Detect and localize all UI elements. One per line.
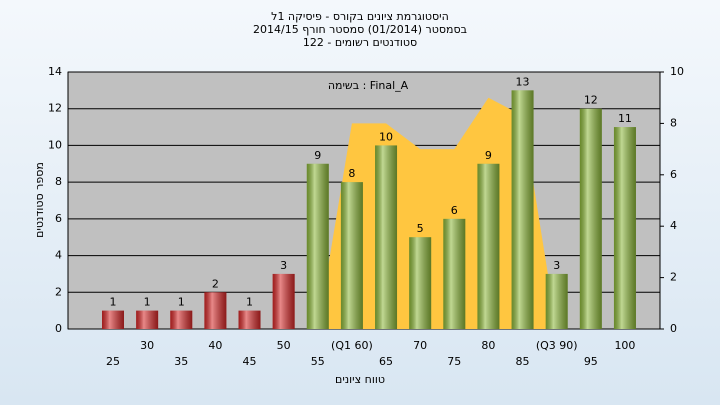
value-label: 3 xyxy=(553,259,560,272)
x-tick-label: 40 xyxy=(208,339,222,352)
bar-shade xyxy=(511,90,534,329)
value-label: 1 xyxy=(144,296,151,309)
bar-shade xyxy=(579,108,602,329)
x-tick-label: 55 xyxy=(311,355,325,368)
bar-shade xyxy=(204,292,227,329)
x-tick-label: 85 xyxy=(516,355,530,368)
y-tick-label: 14 xyxy=(48,65,62,78)
y2-tick-label: 4 xyxy=(670,219,677,232)
bar-shade xyxy=(102,310,124,329)
value-label: 10 xyxy=(379,130,393,143)
bar-shade xyxy=(238,310,261,329)
y2-tick-label: 0 xyxy=(670,322,677,335)
x-tick-label: 45 xyxy=(243,355,257,368)
bar-shade xyxy=(136,310,159,329)
x-tick-label: 95 xyxy=(584,355,598,368)
x-tick-label: (Q3 90) xyxy=(536,339,578,352)
x-tick-label: 100 xyxy=(614,339,635,352)
x-tick-label: 35 xyxy=(174,355,188,368)
bar-shade xyxy=(613,127,636,329)
bar-shade xyxy=(443,218,466,329)
value-label: 11 xyxy=(618,112,632,125)
x-tick-label: 50 xyxy=(277,339,291,352)
x-axis-label: טווח ציונים xyxy=(335,373,385,386)
value-label: 13 xyxy=(516,75,530,88)
value-label: 9 xyxy=(314,149,321,162)
annotation: בשימה : Final_A xyxy=(328,79,409,92)
bar-shade xyxy=(272,273,295,329)
y-tick-label: 8 xyxy=(55,175,62,188)
value-label: 3 xyxy=(280,259,287,272)
x-tick-label: 70 xyxy=(413,339,427,352)
y-tick-label: 12 xyxy=(48,102,62,115)
value-label: 1 xyxy=(110,296,117,309)
bar-shade xyxy=(306,163,329,329)
y-tick-label: 6 xyxy=(55,212,62,225)
value-label: 2 xyxy=(212,277,219,290)
value-label: 1 xyxy=(178,296,185,309)
value-label: 12 xyxy=(584,94,598,107)
value-label: 8 xyxy=(348,167,355,180)
x-tick-label: 80 xyxy=(481,339,495,352)
value-label: 5 xyxy=(417,222,424,235)
value-label: 9 xyxy=(485,149,492,162)
y-tick-label: 0 xyxy=(55,322,62,335)
y2-tick-label: 10 xyxy=(670,65,684,78)
y2-tick-label: 8 xyxy=(670,116,677,129)
y-tick-label: 4 xyxy=(55,249,62,262)
x-tick-label: 25 xyxy=(106,355,120,368)
x-tick-label: (Q1 60) xyxy=(331,339,373,352)
bar-shade xyxy=(545,273,568,329)
bar-shade xyxy=(375,145,398,329)
chart-title: היסטוגרמת ציונים בקורס - פיסיקה 1ל xyxy=(271,10,449,23)
y-axis-label: מספר סטודנטים xyxy=(33,162,46,238)
bar-shade xyxy=(170,310,193,329)
bar-shade xyxy=(477,163,500,329)
x-tick-label: 30 xyxy=(140,339,154,352)
y-tick-label: 2 xyxy=(55,285,62,298)
chart-title: בסמסטר (01/2014) סמסטר חורף 2014/15 xyxy=(253,23,467,36)
value-label: 1 xyxy=(246,296,253,309)
y2-tick-label: 2 xyxy=(670,271,677,284)
value-label: 6 xyxy=(451,204,458,217)
chart-title: סטודנטים רשומים - 122 xyxy=(303,36,417,49)
bar-shade xyxy=(409,237,432,329)
x-tick-label: 75 xyxy=(447,355,461,368)
bar-shade xyxy=(340,182,363,329)
x-tick-label: 65 xyxy=(379,355,393,368)
y2-tick-label: 6 xyxy=(670,168,677,181)
y-tick-label: 10 xyxy=(48,138,62,151)
